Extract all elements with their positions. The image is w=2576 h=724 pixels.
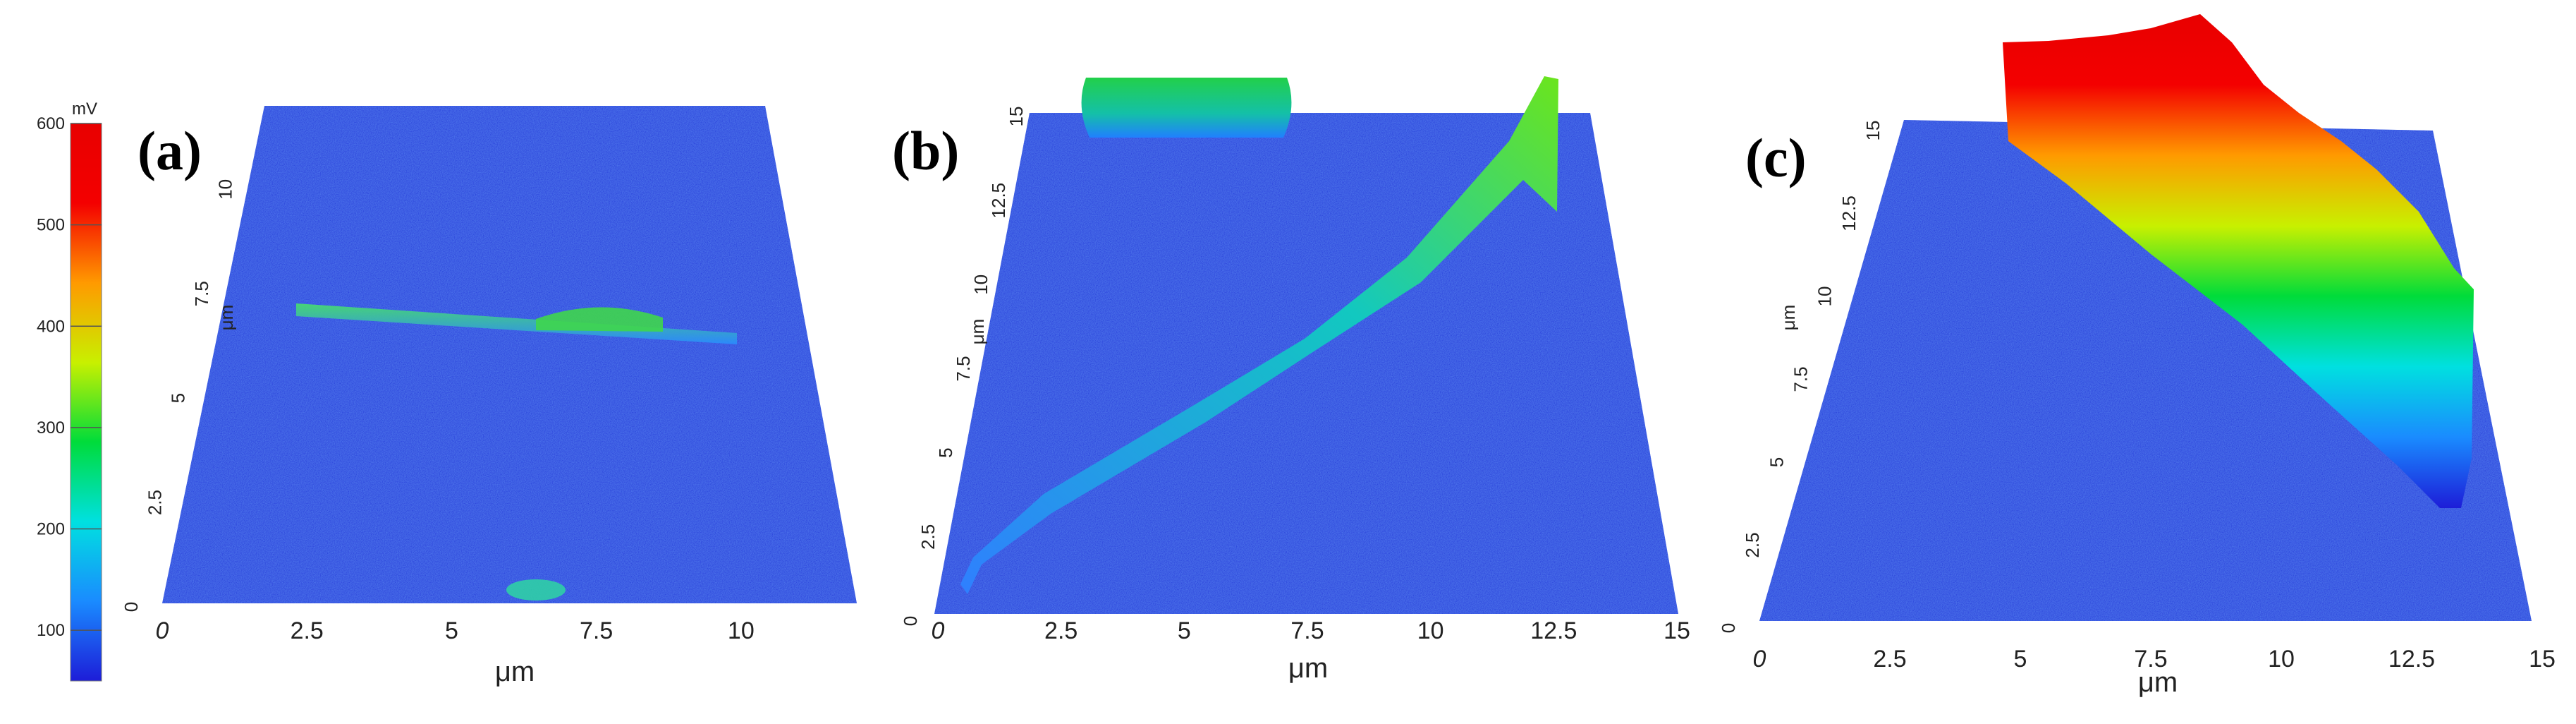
- ridge-a-bump: [536, 307, 663, 332]
- x-axis-label: μm: [2138, 667, 2178, 698]
- colorbar-tick-label: 500: [37, 216, 65, 235]
- colorbar-ticks: 600 500 400 300 200 100: [37, 114, 102, 640]
- ridge-a: [296, 303, 737, 344]
- y-tick-label: 5: [1766, 457, 1787, 467]
- y-tick-label: 10: [970, 274, 991, 295]
- x-tick-label: 12.5: [2388, 646, 2435, 672]
- y-tick-label: 2.5: [917, 524, 939, 550]
- y-tick-label: 7.5: [191, 281, 212, 306]
- y-tick-label: 0: [900, 616, 921, 626]
- x-tick-label: 0: [1753, 646, 1766, 672]
- y-tick-label: 12.5: [988, 183, 1009, 219]
- x-tick-label: 7.5: [580, 617, 613, 644]
- x-tick-label: 5: [445, 617, 458, 644]
- axes-b: 0 2.5 5 7.5 10 12.5 15 μm 0 2.5 5 7.5 10 12.5 15 μm: [900, 107, 1690, 684]
- colorbar-bar: [70, 123, 102, 682]
- surface-b: [934, 113, 1678, 614]
- panel-label-a: (a): [138, 120, 202, 181]
- y-axis-label: μm: [1778, 305, 1799, 331]
- y-tick-label: 0: [1718, 623, 1739, 633]
- colorbar-tick-label: 300: [37, 418, 65, 438]
- x-tick-label: 7.5: [1290, 617, 1324, 644]
- colorbar-tick-label: 400: [37, 317, 65, 336]
- x-tick-label: 7.5: [2134, 646, 2167, 672]
- x-tick-label: 15: [2529, 646, 2556, 672]
- x-tick-label: 2.5: [291, 617, 324, 644]
- x-axis-label: μm: [495, 656, 535, 687]
- y-tick-label: 10: [214, 179, 236, 200]
- wall-c: [2003, 14, 2474, 508]
- x-tick-label: 2.5: [1044, 617, 1078, 644]
- ridge-b: [960, 76, 1558, 594]
- x-tick-label: 0: [932, 617, 945, 644]
- y-tick-label: 2.5: [1742, 532, 1763, 557]
- y-axis-label: μm: [967, 319, 988, 345]
- colorbar-tick-label: 100: [37, 621, 65, 640]
- x-tick-label: 10: [2268, 646, 2295, 672]
- block-b: [1081, 78, 1292, 138]
- y-tick-label: 0: [121, 602, 142, 612]
- x-tick-label: 5: [2014, 646, 2027, 672]
- axes-c: 0 2.5 5 7.5 10 12.5 15 μm 0 2.5 5 7.5 10 12.5 15 μm: [1718, 121, 2556, 698]
- x-tick-label: 12.5: [1530, 617, 1577, 644]
- panel-b: 0 2.5 5 7.5 10 12.5 15 μm 0 2.5 5 7.5 10 12.5 15 μm (b): [892, 76, 1690, 684]
- y-tick-label: 5: [935, 447, 956, 457]
- x-tick-label: 2.5: [1873, 646, 1906, 672]
- y-tick-label: 5: [168, 393, 189, 403]
- y-tick-label: 7.5: [1790, 366, 1812, 392]
- y-tick-label: 15: [1862, 121, 1884, 141]
- x-tick-label: 5: [1178, 617, 1191, 644]
- panel-a: 0 2.5 5 7.5 10 μm 0 2.5 5 7.5 10 μm (a): [121, 106, 857, 687]
- x-tick-label: 10: [1417, 617, 1444, 644]
- surface-a: [162, 106, 857, 603]
- panel-label-c: (c): [1745, 127, 1807, 188]
- y-axis-label: μm: [216, 305, 237, 331]
- colorbar-unit: mV: [72, 99, 97, 119]
- y-tick-label: 15: [1006, 107, 1027, 127]
- y-tick-label: 12.5: [1838, 195, 1860, 231]
- x-tick-label: 0: [156, 617, 169, 644]
- x-tick-label: 10: [728, 617, 755, 644]
- colorbar-tick-label: 600: [37, 114, 65, 133]
- y-tick-label: 7.5: [953, 356, 974, 381]
- x-axis-label: μm: [1288, 653, 1328, 684]
- axes-a: 0 2.5 5 7.5 10 μm 0 2.5 5 7.5 10 μm: [121, 179, 755, 687]
- panel-c: 0 2.5 5 7.5 10 12.5 15 μm 0 2.5 5 7.5 10 12.5 15 μm (c): [1718, 14, 2556, 698]
- spot-a: [506, 579, 566, 601]
- colorbar: mV 600 500 400 300 200 100: [37, 99, 102, 682]
- panel-label-b: (b): [892, 120, 959, 181]
- y-tick-label: 2.5: [144, 490, 165, 515]
- x-tick-label: 15: [1664, 617, 1690, 644]
- colorbar-tick-label: 200: [37, 520, 65, 539]
- y-tick-label: 10: [1814, 286, 1836, 307]
